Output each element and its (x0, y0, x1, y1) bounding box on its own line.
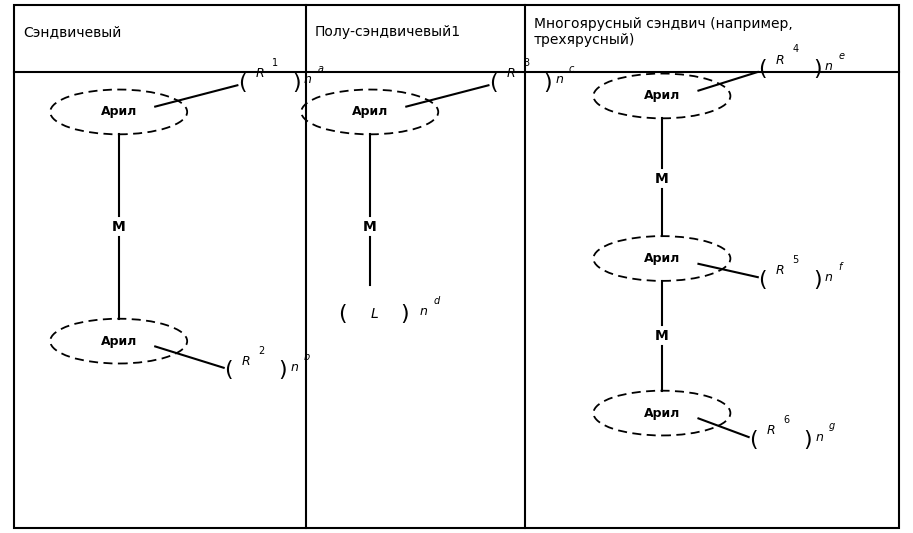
Text: n: n (824, 271, 833, 284)
Text: R: R (776, 264, 784, 277)
Text: f: f (838, 262, 842, 271)
Text: 3: 3 (523, 58, 530, 68)
Text: Арил: Арил (644, 90, 680, 102)
Text: ): ) (292, 72, 301, 93)
Text: (: ( (758, 59, 767, 79)
Text: ): ) (813, 270, 822, 290)
Text: ): ) (400, 304, 409, 325)
Text: 4: 4 (792, 44, 799, 54)
Text: Сэндвичевый: Сэндвичевый (23, 26, 121, 39)
Text: M: M (362, 220, 377, 233)
Text: Полу-сэндвичевый1: Полу-сэндвичевый1 (315, 26, 461, 39)
Text: a: a (318, 64, 324, 74)
Text: 5: 5 (792, 255, 799, 265)
Text: R: R (776, 54, 784, 67)
Text: n: n (824, 60, 833, 73)
Text: ): ) (813, 59, 822, 79)
Text: ): ) (543, 72, 552, 93)
Text: b: b (304, 352, 310, 362)
Text: e: e (838, 51, 845, 61)
Text: Арил: Арил (352, 106, 388, 118)
Text: R: R (256, 67, 264, 80)
Text: (: ( (749, 430, 758, 450)
Text: (: ( (224, 360, 233, 381)
Text: n: n (420, 305, 428, 318)
Text: n: n (290, 361, 299, 374)
Text: d: d (434, 296, 440, 306)
Text: Многоярусный сэндвич (например,
трехярусный): Многоярусный сэндвич (например, трехярус… (534, 17, 792, 47)
Text: (: ( (338, 304, 347, 325)
Text: g: g (829, 422, 835, 431)
Text: R: R (767, 424, 775, 437)
Text: (: ( (237, 72, 247, 93)
Text: n: n (304, 74, 312, 86)
Text: Арил: Арил (644, 407, 680, 419)
Text: Арил: Арил (100, 335, 137, 348)
Text: ): ) (278, 360, 288, 381)
Text: 6: 6 (783, 415, 790, 425)
Text: M: M (655, 172, 669, 185)
Text: L: L (371, 308, 378, 321)
Text: 1: 1 (272, 58, 278, 68)
Text: 2: 2 (258, 345, 265, 356)
Text: ): ) (803, 430, 813, 450)
Text: M: M (655, 329, 669, 343)
Text: M: M (111, 220, 126, 233)
Text: n: n (555, 74, 563, 86)
Text: (: ( (758, 270, 767, 290)
Text: Арил: Арил (100, 106, 137, 118)
Text: R: R (507, 67, 515, 80)
Text: n: n (815, 431, 824, 443)
Text: Арил: Арил (644, 252, 680, 265)
Text: (: ( (488, 72, 498, 93)
Text: c: c (569, 64, 574, 74)
Text: R: R (242, 355, 250, 368)
